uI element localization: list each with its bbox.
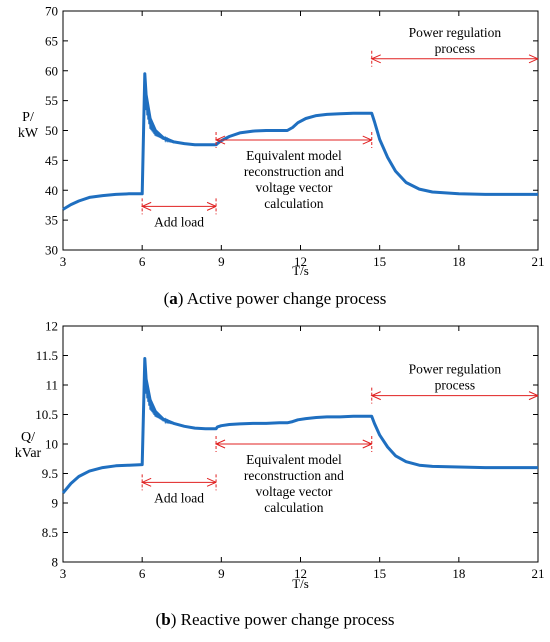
x-tick-label: 3 — [60, 566, 67, 581]
annotation-label: voltage vector — [255, 484, 332, 499]
annotation-label: calculation — [264, 500, 323, 515]
series-line — [62, 72, 538, 211]
annotation-label: process — [435, 41, 476, 56]
arrow-head-right — [362, 135, 372, 145]
x-axis-label: T/s — [292, 576, 309, 591]
series-oscillation — [142, 366, 175, 425]
arrow-head-right — [528, 391, 539, 401]
x-tick-label: 15 — [373, 254, 386, 269]
annotation-label: Equivalent model — [246, 452, 342, 467]
x-tick-label: 9 — [218, 566, 225, 581]
arrow-head-right — [206, 201, 217, 211]
y-tick-label: 55 — [45, 93, 58, 108]
y-axis-label-line1: Q/ — [21, 430, 35, 445]
x-tick-label: 21 — [532, 566, 545, 581]
x-tick-label: 15 — [373, 566, 386, 581]
caption-letter: a — [169, 289, 178, 308]
figure-caption-b: (b) Reactive power change process — [156, 610, 395, 629]
annotation-label: reconstruction and — [244, 468, 344, 483]
x-tick-label: 9 — [218, 254, 225, 269]
y-tick-label: 8.5 — [42, 525, 58, 540]
arrow-head-left — [140, 201, 152, 211]
arrow-head-right — [362, 439, 372, 449]
y-axis-label-line1: P/ — [22, 110, 34, 125]
annotation-label: Power regulation — [409, 362, 502, 377]
figure-caption-a: (a) Active power change process — [164, 289, 387, 308]
y-tick-label: 40 — [45, 183, 58, 198]
annotation-label: process — [435, 378, 476, 393]
annotation-label: Add load — [154, 214, 204, 229]
y-tick-label: 65 — [45, 33, 58, 48]
annotation-label: voltage vector — [255, 180, 332, 195]
annotation-label: reconstruction and — [244, 164, 344, 179]
chart-panel-b: 3 6 9 12 15 18 2188.599.51010.51111.512T/sQ/kV… — [15, 319, 545, 592]
y-tick-label: 35 — [45, 213, 58, 228]
x-tick-label: 18 — [452, 254, 465, 269]
y-axis-label-line2: kVar — [15, 446, 42, 461]
x-tick-label: 6 — [139, 566, 146, 581]
x-tick-label: 21 — [532, 254, 545, 269]
y-tick-label: 9.5 — [42, 466, 58, 481]
y-tick-label: 8 — [52, 555, 59, 570]
y-tick-label: 12 — [45, 319, 58, 334]
x-tick-label: 3 — [60, 254, 67, 269]
x-tick-label: 18 — [452, 566, 465, 581]
y-tick-label: 9 — [52, 496, 59, 511]
y-tick-label: 30 — [45, 243, 58, 258]
caption-text: Reactive power change process — [181, 610, 395, 629]
caption-letter: b — [161, 610, 170, 629]
y-tick-label: 11.5 — [36, 348, 58, 363]
x-tick-label: 12 — [294, 254, 307, 269]
caption-text: Active power change process — [187, 289, 387, 308]
annotation-label: calculation — [264, 196, 323, 211]
y-tick-label: 10.5 — [35, 407, 58, 422]
chart-panel-a: 3 6 9 12 15 18 21 30 35 40 45 50 55 60 65 70 T/s P/kW Add … — [18, 4, 545, 279]
y-axis-label-line2: kW — [18, 126, 39, 141]
y-tick-label: 70 — [45, 4, 58, 19]
arrow-head-right — [528, 54, 539, 64]
y-tick-label: 10 — [45, 437, 58, 452]
annotation-label: Power regulation — [409, 25, 502, 40]
y-tick-label: 60 — [45, 63, 58, 78]
x-axis-label: T/s — [292, 263, 309, 278]
y-tick-label: 11 — [45, 378, 58, 393]
annotation-label: Add load — [154, 490, 204, 505]
arrow-head-right — [206, 477, 217, 487]
x-tick-label: 6 — [139, 254, 146, 269]
y-tick-label: 50 — [45, 123, 58, 138]
series-oscillation — [142, 81, 175, 144]
annotation-label: Equivalent model — [246, 148, 342, 163]
y-tick-label: 45 — [45, 153, 58, 168]
x-tick-label: 12 — [294, 566, 307, 581]
